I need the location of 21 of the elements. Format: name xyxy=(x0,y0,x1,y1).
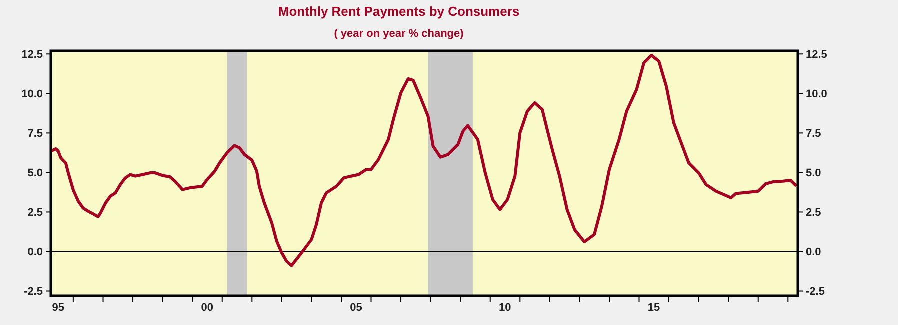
y2-tick-label: 5.0 xyxy=(806,168,822,180)
y2-tick-label: 12.5 xyxy=(806,49,828,62)
y2-tick-label: 2.5 xyxy=(806,207,822,220)
y-tick-label: 5.0 xyxy=(28,168,43,180)
y-tick-label: 10.0 xyxy=(22,88,43,101)
x-tick-label: 15 xyxy=(648,302,660,314)
x-tick-label: 95 xyxy=(52,302,65,314)
y-tick-label: 2.5 xyxy=(28,207,43,220)
y2-tick-label: 7.5 xyxy=(806,128,822,140)
y-tick-label: 12.5 xyxy=(22,49,43,62)
chart-subtitle: ( year on year % change) xyxy=(334,28,464,40)
y2-tick-label: -2.5 xyxy=(806,286,825,298)
y2-tick-label: 10.0 xyxy=(806,88,828,101)
y-tick-label: 7.5 xyxy=(28,128,43,140)
y2-tick-label: 0.0 xyxy=(806,246,822,259)
x-tick-label: 05 xyxy=(350,302,362,314)
y-tick-label: -2.5 xyxy=(24,286,43,298)
y-tick-label: 0.0 xyxy=(28,246,43,259)
x-tick-label: 10 xyxy=(499,302,512,314)
chart-title: Monthly Rent Payments by Consumers xyxy=(278,4,520,19)
x-tick-label: 00 xyxy=(201,302,214,314)
